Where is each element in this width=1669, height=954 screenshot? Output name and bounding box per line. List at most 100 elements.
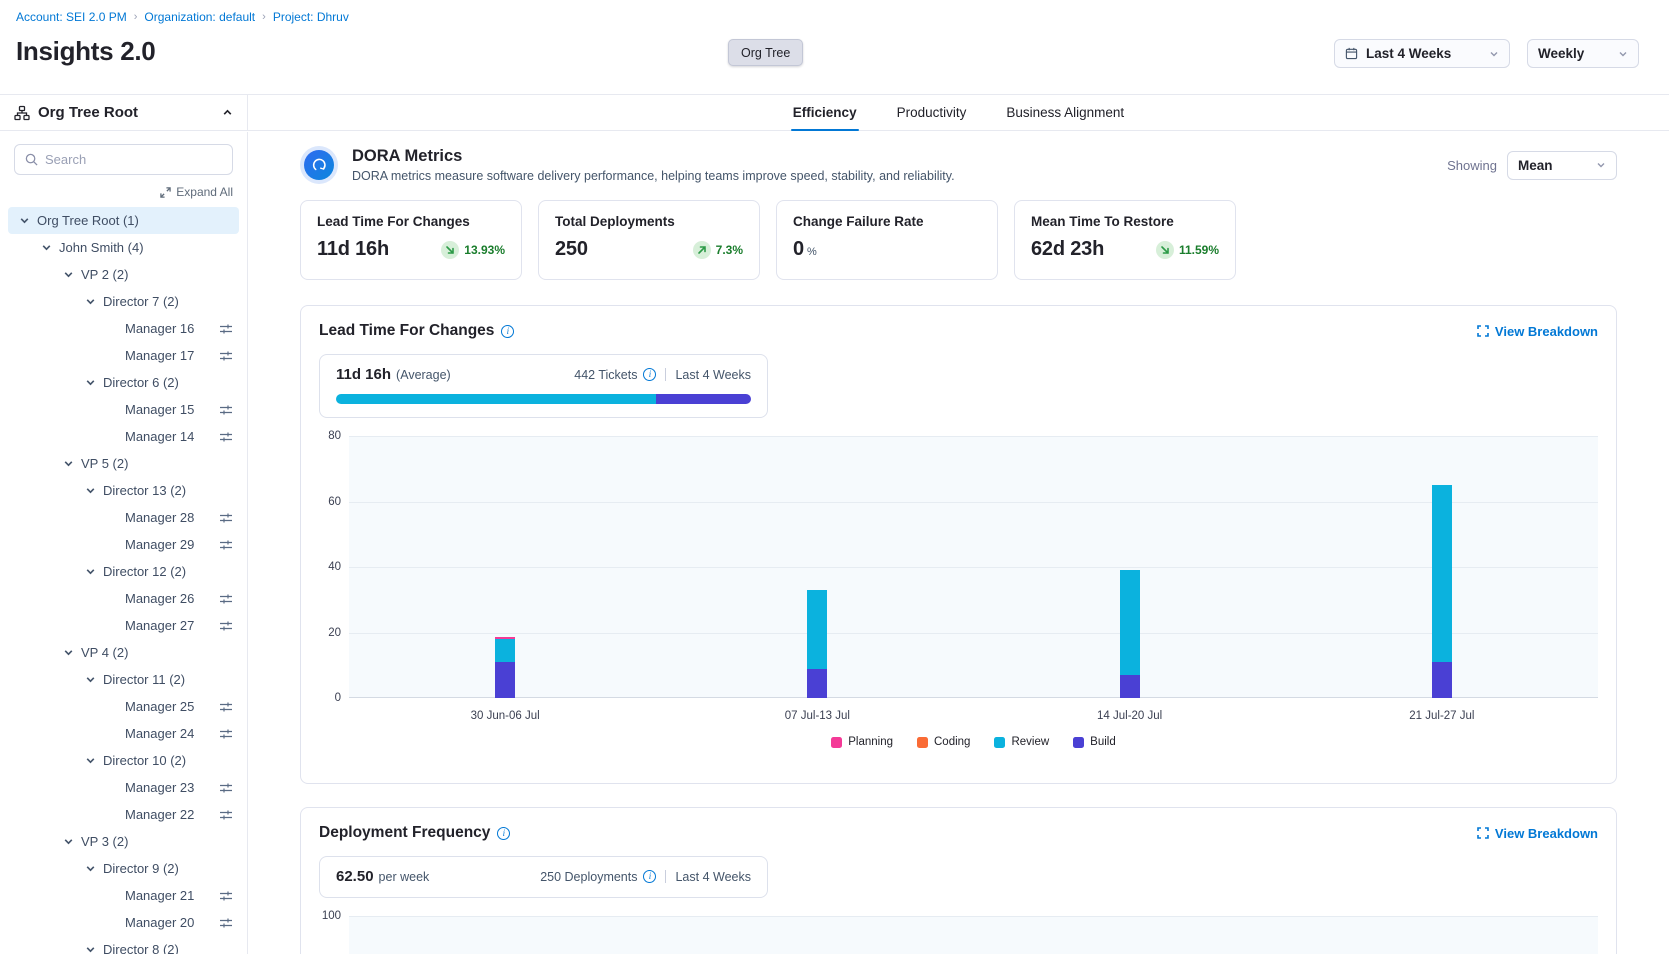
tree-item-label: Manager 14 bbox=[125, 429, 194, 444]
sliders-icon[interactable] bbox=[219, 700, 233, 714]
deployment-rate-qualifier: per week bbox=[379, 870, 430, 884]
bar-stack[interactable] bbox=[807, 590, 827, 698]
tree-item-manager-23[interactable]: Manager 23 bbox=[8, 774, 239, 801]
chevron-down-icon[interactable] bbox=[63, 836, 81, 847]
sliders-icon[interactable] bbox=[219, 322, 233, 336]
org-tree-icon bbox=[14, 105, 30, 121]
deployment-view-breakdown-link[interactable]: View Breakdown bbox=[1477, 826, 1598, 841]
tree-item-manager-29[interactable]: Manager 29 bbox=[8, 531, 239, 558]
chevron-down-icon[interactable] bbox=[63, 458, 81, 469]
tree-item-manager-22[interactable]: Manager 22 bbox=[8, 801, 239, 828]
breadcrumb-link[interactable]: Project: Dhruv bbox=[273, 10, 349, 24]
info-icon[interactable]: i bbox=[643, 870, 656, 883]
breadcrumb-separator: › bbox=[262, 11, 266, 23]
tree-item-manager-16[interactable]: Manager 16 bbox=[8, 315, 239, 342]
tree-item-manager-24[interactable]: Manager 24 bbox=[8, 720, 239, 747]
date-range-select[interactable]: Last 4 Weeks bbox=[1334, 39, 1510, 68]
tree-item-director-8-2[interactable]: Director 8 (2) bbox=[8, 936, 239, 954]
tab-efficiency[interactable]: Efficiency bbox=[791, 95, 859, 130]
x-tick-label: 30 Jun-06 Jul bbox=[471, 710, 540, 722]
chevron-down-icon[interactable] bbox=[85, 863, 103, 874]
chevron-down-icon[interactable] bbox=[85, 377, 103, 388]
sliders-icon[interactable] bbox=[219, 808, 233, 822]
tree-item-director-9-2[interactable]: Director 9 (2) bbox=[8, 855, 239, 882]
breadcrumb-link[interactable]: Account: SEI 2.0 PM bbox=[16, 10, 127, 24]
tree-item-manager-26[interactable]: Manager 26 bbox=[8, 585, 239, 612]
tree-item-vp-4-2[interactable]: VP 4 (2) bbox=[8, 639, 239, 666]
tree-item-label: Director 13 (2) bbox=[103, 483, 186, 498]
dora-metrics-icon bbox=[300, 146, 338, 184]
chevron-down-icon[interactable] bbox=[85, 566, 103, 577]
sliders-icon[interactable] bbox=[219, 511, 233, 525]
sliders-icon[interactable] bbox=[219, 916, 233, 930]
chevron-down-icon[interactable] bbox=[85, 296, 103, 307]
chevron-down-icon[interactable] bbox=[63, 647, 81, 658]
breadcrumb-link[interactable]: Organization: default bbox=[144, 10, 255, 24]
tree-item-manager-15[interactable]: Manager 15 bbox=[8, 396, 239, 423]
trend-down-icon bbox=[441, 241, 459, 259]
search-icon bbox=[25, 153, 38, 166]
info-icon[interactable]: i bbox=[501, 325, 514, 338]
breadcrumb-separator: › bbox=[134, 11, 138, 23]
sliders-icon[interactable] bbox=[219, 781, 233, 795]
tree-item-label: Manager 28 bbox=[125, 510, 194, 525]
chevron-down-icon[interactable] bbox=[41, 242, 59, 253]
granularity-select[interactable]: Weekly bbox=[1527, 39, 1639, 68]
tree-item-director-6-2[interactable]: Director 6 (2) bbox=[8, 369, 239, 396]
deployment-summary-box: 62.50 per week 250 Deployments i Last 4 … bbox=[319, 856, 768, 898]
sliders-icon[interactable] bbox=[219, 538, 233, 552]
sliders-icon[interactable] bbox=[219, 889, 233, 903]
org-tree-button[interactable]: Org Tree bbox=[728, 39, 803, 66]
search-input[interactable] bbox=[45, 152, 222, 167]
tree-item-vp-5-2[interactable]: VP 5 (2) bbox=[8, 450, 239, 477]
bar-stack[interactable] bbox=[1432, 485, 1452, 698]
sliders-icon[interactable] bbox=[219, 349, 233, 363]
tree-item-director-11-2[interactable]: Director 11 (2) bbox=[8, 666, 239, 693]
bar-stack[interactable] bbox=[495, 637, 515, 698]
tree-item-manager-28[interactable]: Manager 28 bbox=[8, 504, 239, 531]
y-tick-label: 20 bbox=[328, 627, 349, 639]
summary-bar-segment-build bbox=[656, 394, 751, 404]
sliders-icon[interactable] bbox=[219, 727, 233, 741]
chevron-down-icon[interactable] bbox=[85, 944, 103, 954]
chevron-down-icon[interactable] bbox=[85, 755, 103, 766]
tree-item-manager-17[interactable]: Manager 17 bbox=[8, 342, 239, 369]
tree-item-director-10-2[interactable]: Director 10 (2) bbox=[8, 747, 239, 774]
tree-item-manager-14[interactable]: Manager 14 bbox=[8, 423, 239, 450]
tree-item-label: Org Tree Root (1) bbox=[37, 213, 139, 228]
tab-productivity[interactable]: Productivity bbox=[895, 95, 969, 130]
tree-item-org-tree-root-1[interactable]: Org Tree Root (1) bbox=[8, 207, 239, 234]
collapse-sidebar-icon[interactable] bbox=[222, 107, 233, 118]
lead-time-summary-bar bbox=[336, 394, 751, 404]
chevron-down-icon[interactable] bbox=[85, 674, 103, 685]
chevron-down-icon[interactable] bbox=[19, 215, 37, 226]
tree-item-john-smith-4[interactable]: John Smith (4) bbox=[8, 234, 239, 261]
tree-item-director-13-2[interactable]: Director 13 (2) bbox=[8, 477, 239, 504]
trend-badge: 13.93% bbox=[441, 241, 505, 259]
chevron-down-icon[interactable] bbox=[63, 269, 81, 280]
metric-card-total-deployments: Total Deployments2507.3% bbox=[538, 200, 760, 280]
tree-item-vp-3-2[interactable]: VP 3 (2) bbox=[8, 828, 239, 855]
tree-item-director-7-2[interactable]: Director 7 (2) bbox=[8, 288, 239, 315]
tree-item-manager-20[interactable]: Manager 20 bbox=[8, 909, 239, 936]
tree-item-director-12-2[interactable]: Director 12 (2) bbox=[8, 558, 239, 585]
sidebar: Expand All Org Tree Root (1) John Smith (… bbox=[0, 132, 248, 954]
chevron-down-icon[interactable] bbox=[85, 485, 103, 496]
legend-swatch bbox=[831, 737, 842, 748]
showing-select[interactable]: Mean bbox=[1507, 151, 1617, 180]
tree-item-manager-27[interactable]: Manager 27 bbox=[8, 612, 239, 639]
info-icon[interactable]: i bbox=[643, 368, 656, 381]
sliders-icon[interactable] bbox=[219, 592, 233, 606]
sliders-icon[interactable] bbox=[219, 403, 233, 417]
sliders-icon[interactable] bbox=[219, 430, 233, 444]
bar-stack[interactable] bbox=[1120, 570, 1140, 698]
tree-item-vp-2-2[interactable]: VP 2 (2) bbox=[8, 261, 239, 288]
view-breakdown-label: View Breakdown bbox=[1495, 826, 1598, 841]
tab-business-alignment[interactable]: Business Alignment bbox=[1004, 95, 1126, 130]
tree-item-manager-21[interactable]: Manager 21 bbox=[8, 882, 239, 909]
info-icon[interactable]: i bbox=[497, 827, 510, 840]
lead-time-view-breakdown-link[interactable]: View Breakdown bbox=[1477, 324, 1598, 339]
expand-all-button[interactable]: Expand All bbox=[14, 185, 233, 199]
sliders-icon[interactable] bbox=[219, 619, 233, 633]
tree-item-manager-25[interactable]: Manager 25 bbox=[8, 693, 239, 720]
